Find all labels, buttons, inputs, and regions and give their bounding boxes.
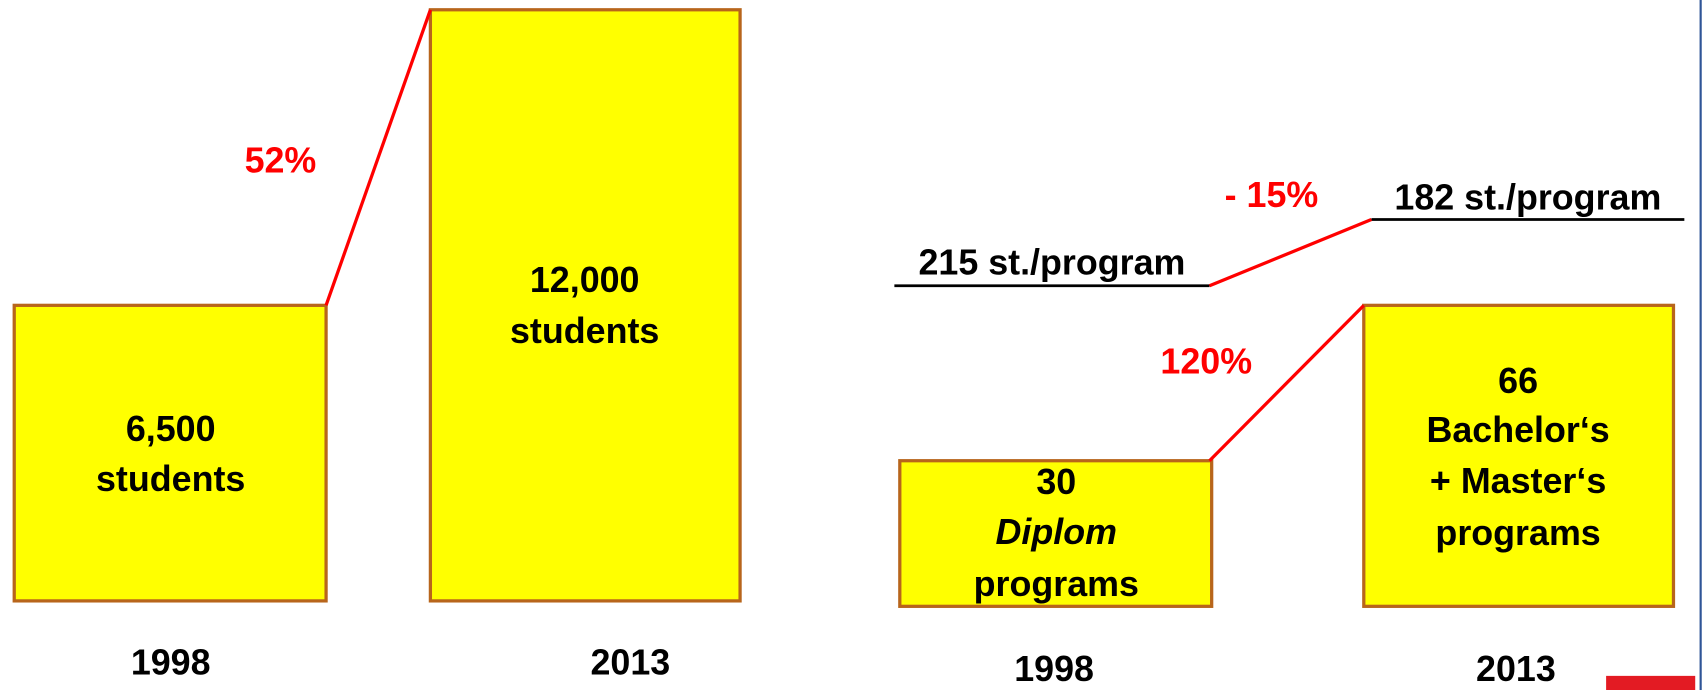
change-label: 120% (1160, 341, 1252, 381)
label: 12,000 (530, 260, 640, 300)
label: 6,500 (126, 409, 216, 449)
year: 1998 (131, 642, 211, 682)
growth-line (324, 9, 432, 306)
box-students-2013 (428, 8, 742, 603)
growth-line (1208, 304, 1365, 462)
label: Bachelor‘s (1426, 410, 1609, 450)
label: Diplom (996, 512, 1117, 552)
change-label: 52% (245, 140, 317, 180)
corner-mark (1606, 675, 1696, 690)
year: 2013 (590, 642, 670, 682)
label: 30 (1036, 462, 1076, 502)
ratio-label: 215 st./program (918, 243, 1185, 283)
label: programs (974, 564, 1139, 604)
label: students (510, 311, 659, 351)
label: programs (1435, 513, 1600, 553)
ratio-label: 182 st./program (1394, 177, 1661, 217)
label: + Master‘s (1430, 461, 1606, 501)
change-line (1208, 217, 1373, 288)
label: students (96, 459, 245, 499)
box-students-1998 (12, 303, 328, 603)
year: 1998 (1014, 649, 1094, 689)
change-label: - 15% (1225, 175, 1319, 215)
label: 66 (1498, 361, 1538, 401)
box-programs-2013 (1362, 303, 1676, 608)
year: 2013 (1476, 649, 1556, 689)
box-programs-1998 (898, 459, 1214, 608)
